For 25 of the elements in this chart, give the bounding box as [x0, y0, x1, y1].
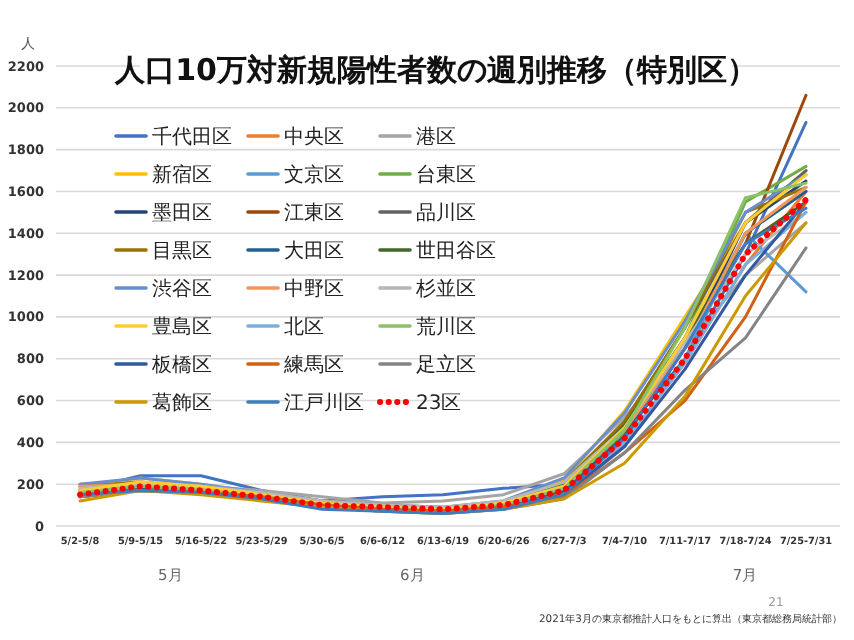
- chart-title: 人口10万対新規陽性者数の週別推移（特別区）: [113, 52, 757, 88]
- legend-label: 文京区: [284, 163, 344, 187]
- legend-label: 荒川区: [416, 315, 476, 339]
- legend-label: 北区: [284, 315, 324, 339]
- legend-label: 渋谷区: [152, 277, 212, 301]
- legend-label: 大田区: [284, 239, 344, 263]
- legend-label: 目黒区: [152, 241, 212, 263]
- legend-label: 台東区: [416, 163, 476, 187]
- legend-label: 千代田区: [152, 125, 232, 149]
- legend-label: 江東区: [284, 201, 344, 225]
- legend-label: 品川区: [416, 201, 476, 225]
- legend-label: 新宿区: [152, 163, 212, 187]
- legend-label: 葛飾区: [152, 391, 212, 415]
- legend-label: 練馬区: [282, 353, 344, 377]
- legend-label: 板橋区: [150, 353, 212, 377]
- legend-label: 23区: [416, 393, 462, 415]
- legend-label: 豊島区: [152, 315, 212, 339]
- legend-label: 中央区: [284, 125, 344, 149]
- legend-label: 港区: [416, 125, 456, 149]
- legend-label: 世田谷区: [416, 239, 496, 263]
- legend-label: 中野区: [284, 277, 344, 301]
- legend-label: 足立区: [416, 353, 476, 377]
- legend-label: 江戸川区: [284, 391, 364, 415]
- legend-label: 墨田区: [152, 203, 212, 225]
- legend-label: 杉並区: [414, 277, 476, 301]
